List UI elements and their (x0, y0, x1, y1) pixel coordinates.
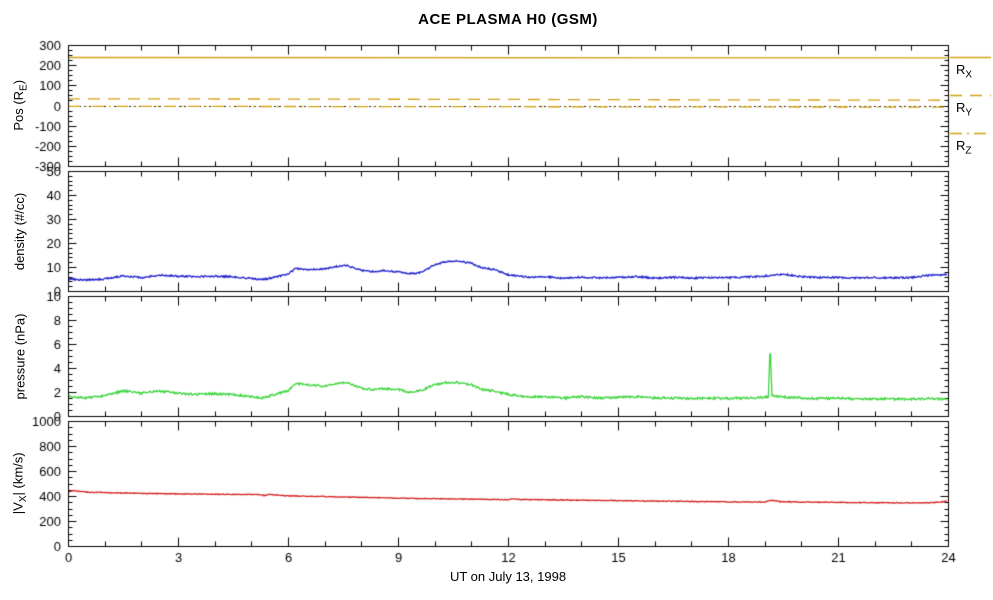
legend-label-rz: RZ (956, 138, 972, 157)
legend-label-rx: RX (956, 62, 973, 81)
legend-label-ry: RY (956, 100, 973, 119)
y-axis-label-pressure: pressure (nPa) (12, 313, 28, 399)
y-axis-label-density: density (#/cc) (12, 192, 28, 270)
y-axis-label-position: Pos (RE) (10, 80, 30, 131)
x-axis-label: UT on July 13, 1998 (449, 569, 567, 584)
chart-title: ACE PLASMA H0 (GSM) (418, 11, 598, 28)
y-axis-label-velocity: |VX| (km/s) (10, 452, 30, 515)
